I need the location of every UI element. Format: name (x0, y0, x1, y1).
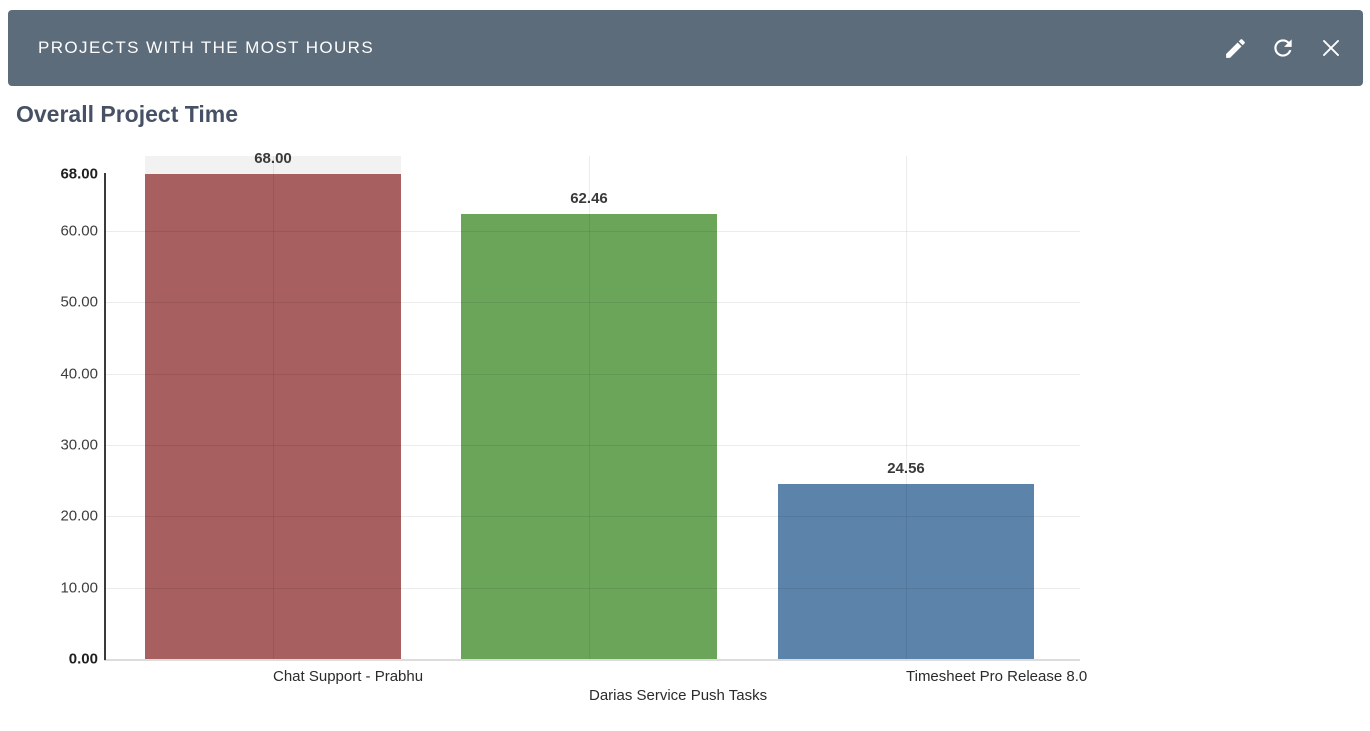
widget-header: PROJECTS WITH THE MOST HOURS (8, 10, 1363, 86)
gridline-horizontal (105, 587, 1080, 589)
edit-button[interactable] (1221, 34, 1249, 62)
y-axis-tick-label: 20.00 (60, 507, 98, 525)
bar[interactable] (778, 483, 1034, 659)
x-axis-category-label: Timesheet Pro Release 8.0 (906, 668, 1088, 685)
y-axis-tick-label: 0.00 (68, 650, 98, 668)
bar[interactable] (145, 174, 401, 659)
widget-title: PROJECTS WITH THE MOST HOURS (38, 38, 375, 57)
bar[interactable] (461, 213, 717, 659)
chart-title: Overall Project Time (16, 101, 239, 127)
gridline-horizontal (105, 445, 1080, 447)
bar-value-label: 62.46 (570, 189, 608, 207)
gridline-vertical (906, 156, 907, 659)
gridline-vertical (273, 156, 274, 659)
x-axis-line (104, 659, 1080, 661)
gridline-horizontal (105, 231, 1080, 233)
y-axis-tick-label: 50.00 (60, 293, 98, 311)
gridline-horizontal (105, 302, 1080, 304)
close-icon (1318, 35, 1344, 61)
gridline-vertical (589, 156, 590, 659)
x-axis-category-label: Darias Service Push Tasks (589, 687, 768, 704)
x-axis-category-label: Chat Support - Prabhu (273, 668, 424, 685)
y-axis-tick-label: 60.00 (60, 222, 98, 240)
bar-value-label: 24.56 (887, 459, 925, 477)
y-axis-tick-label: 10.00 (60, 579, 98, 597)
gridline-horizontal (105, 373, 1080, 375)
gridline-horizontal (105, 516, 1080, 518)
pencil-icon (1223, 36, 1248, 61)
bar-value-label: 68.00 (254, 150, 292, 167)
y-axis-tick-label: 30.00 (60, 436, 98, 454)
y-axis-tick-label: 68.00 (60, 165, 98, 183)
header-actions (1221, 34, 1345, 62)
close-button[interactable] (1317, 34, 1345, 62)
y-axis-line (104, 173, 106, 660)
y-axis-tick-label: 40.00 (60, 365, 98, 383)
